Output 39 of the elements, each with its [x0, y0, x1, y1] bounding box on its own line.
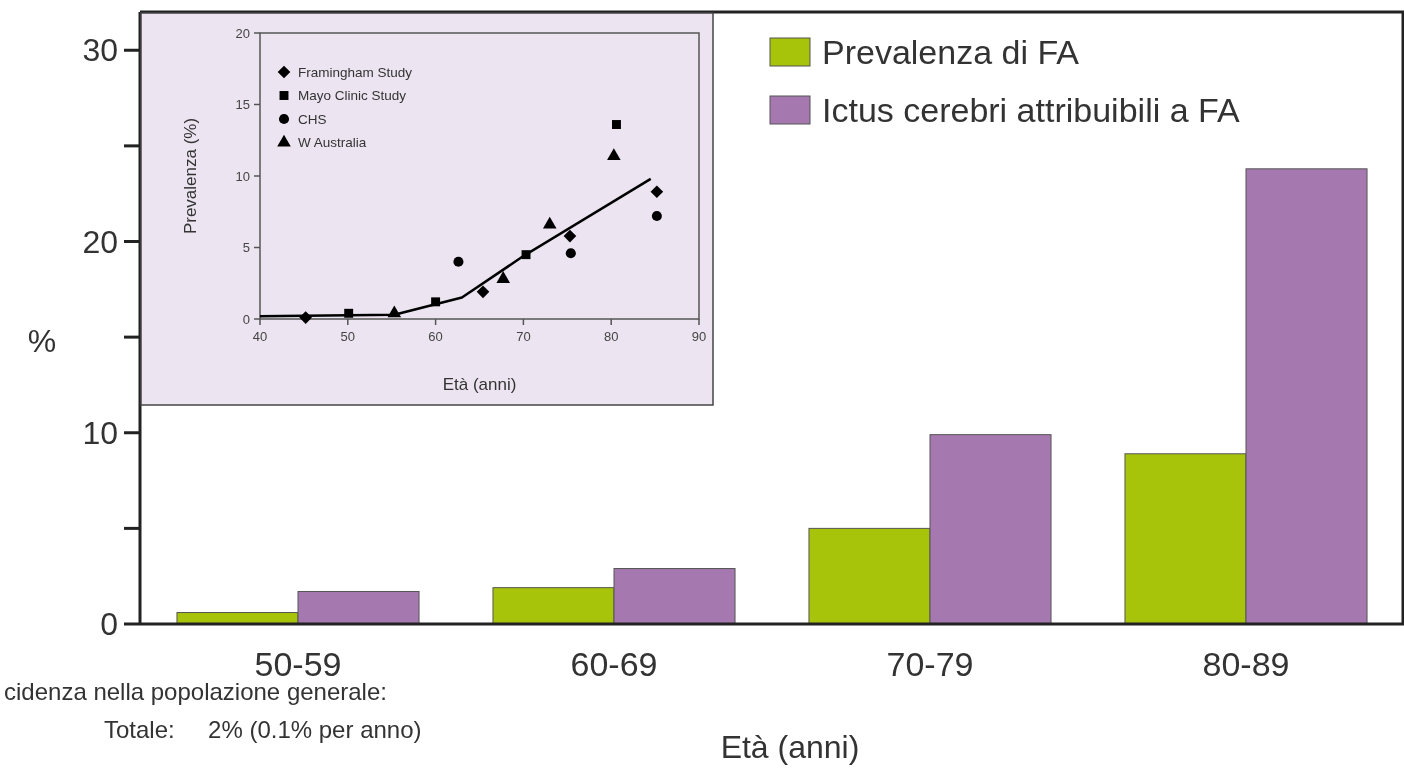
point — [607, 148, 621, 160]
y-tick-label: 5 — [242, 240, 250, 256]
x-tick-label: 60-69 — [570, 645, 658, 683]
y-tick-label: 15 — [235, 97, 250, 113]
y-tick-label: 0 — [242, 311, 250, 327]
point — [612, 120, 621, 129]
x-tick-label: 90 — [691, 329, 707, 344]
point — [650, 185, 664, 199]
point — [651, 211, 662, 222]
x-tick-label: 80-89 — [1202, 645, 1290, 683]
legend-label: Mayo Clinic Study — [298, 88, 407, 104]
point — [453, 256, 464, 267]
x-tick-label: 50 — [340, 329, 356, 344]
legend-label: W Australia — [298, 135, 367, 151]
legend-label: CHS — [298, 111, 327, 127]
y-tick-label: 20 — [82, 223, 118, 260]
point — [563, 229, 577, 243]
legend-label: Ictus cerebri attribuibili a FA — [822, 90, 1240, 129]
y-tick-label: 0 — [100, 606, 118, 643]
x-axis-title: Età (anni) — [442, 375, 517, 394]
text: Totale: 2% (0.1% per anno) — [104, 716, 422, 743]
x-tick-label: 70-79 — [886, 645, 974, 683]
x-tick-label: 40 — [252, 329, 268, 344]
y-axis-title: % — [27, 323, 57, 359]
y-tick-label: 10 — [82, 414, 118, 451]
point — [496, 271, 510, 283]
legend-label: Prevalenza di FA — [822, 32, 1080, 71]
point — [565, 248, 576, 259]
x-tick-label: 80 — [603, 329, 619, 344]
legend-label: Framingham Study — [298, 64, 413, 80]
y-tick-label: 20 — [235, 25, 250, 41]
x-axis-title: Età (anni) — [720, 729, 860, 765]
y-tick-label: 30 — [82, 32, 118, 69]
y-axis-title: Prevalenza (%) — [181, 117, 200, 235]
point — [476, 285, 490, 299]
x-tick-label: 70 — [516, 329, 531, 344]
y-tick-label: 10 — [235, 168, 250, 184]
x-tick-label: 60 — [428, 329, 443, 344]
point — [542, 216, 557, 229]
